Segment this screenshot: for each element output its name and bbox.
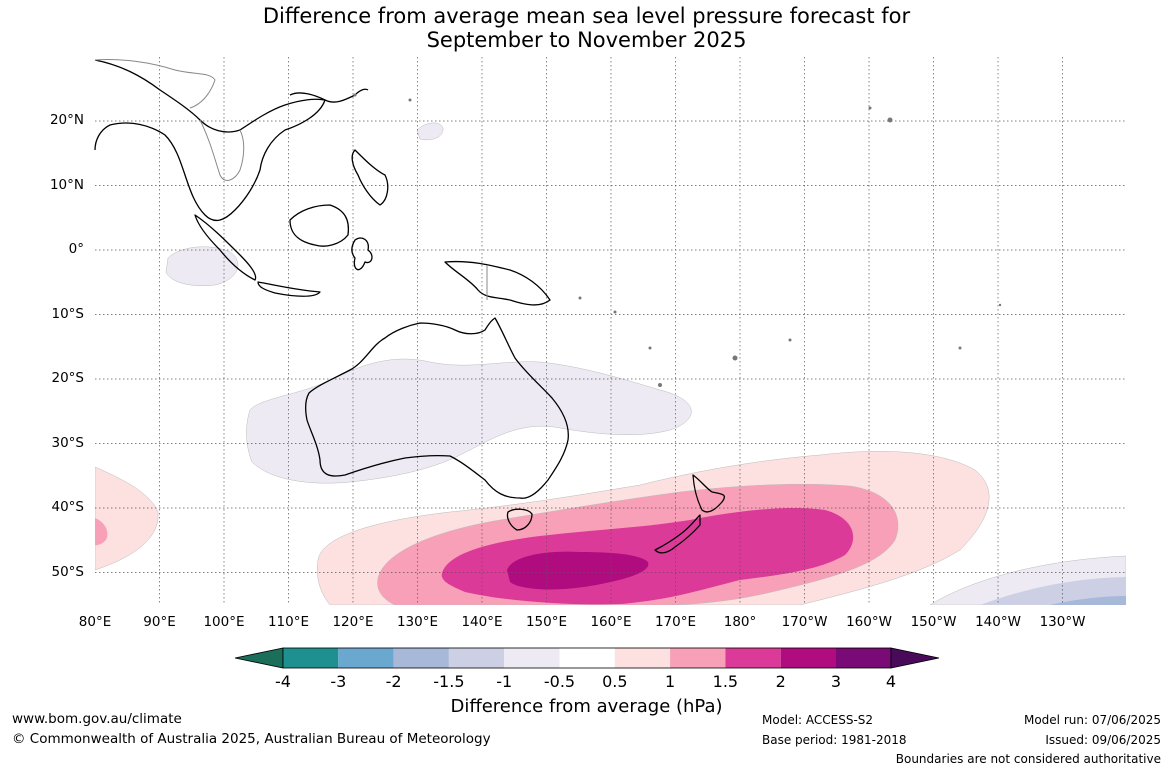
lat-label-10n: 10°N: [49, 177, 84, 193]
lon-label-170w: 170°W: [781, 614, 828, 630]
colorbar-tick: 1: [665, 672, 676, 691]
borneo-coastline: [289, 204, 350, 247]
lon-label-160e: 160°E: [590, 614, 632, 630]
map-title: Difference from average mean sea level p…: [0, 4, 1173, 52]
colorbar-tick: 3: [830, 672, 842, 691]
japan-coastline: [289, 88, 369, 103]
colorbar-bin-4: [448, 648, 505, 668]
colorbar-tick: -3: [330, 672, 347, 691]
new-guinea-coastline: [444, 260, 551, 306]
pressure-anomaly-fill: [95, 122, 1126, 605]
lon-label-180: 180°: [723, 614, 757, 630]
title-line-2: September to November 2025: [426, 28, 747, 52]
pacific-islands: [353, 93, 1002, 387]
lon-label-150e: 150°E: [525, 614, 568, 630]
philippines-coastline: [351, 149, 389, 206]
colorbar-bin-9: [725, 648, 781, 668]
lat-label-20s: 20°S: [51, 370, 85, 386]
colorbar-bin-1: [283, 648, 339, 668]
model-run-date: Model run: 07/06/2025: [1023, 713, 1161, 727]
anomaly-region-equator-low: [165, 246, 239, 286]
lon-label-140w: 140°W: [975, 614, 1021, 630]
lat-label-50s: 50°S: [51, 564, 85, 580]
graticule: [95, 57, 1126, 605]
title-line-1: Difference from average mean sea level p…: [262, 4, 911, 28]
colorbar-tick: 0.5: [602, 672, 628, 691]
copyright-text: © Commonwealth of Australia 2025, Austra…: [12, 731, 491, 747]
new-zealand-south-coastline: [654, 514, 701, 554]
colorbar-tick: 1.5: [712, 672, 739, 691]
lon-label-160w: 160°W: [846, 614, 892, 630]
lat-label-10s: 10°S: [51, 306, 85, 322]
anomaly-region-west-high-1: [95, 466, 159, 571]
colorbar-low-extension: [234, 647, 284, 669]
lat-label-20n: 20°N: [49, 112, 84, 128]
borders: [94, 59, 488, 300]
anomaly-region-north-low: [416, 122, 444, 141]
lon-label-120e: 120°E: [332, 614, 374, 630]
colorbar: [234, 647, 940, 669]
colorbar-bin-10: [780, 648, 836, 668]
southeast-asia-coastline: [94, 59, 326, 222]
colorbar-title: Difference from average (hPa): [450, 696, 723, 717]
colorbar-bin-5: [504, 648, 560, 668]
colorbar-tick: -0.5: [543, 672, 576, 691]
website-link[interactable]: www.bom.gov.au/climate: [12, 711, 182, 727]
colorbar-tick: -2: [385, 672, 402, 691]
lon-label-110e: 110°E: [267, 614, 310, 630]
java-coastline: [257, 281, 321, 297]
colorbar-bin-8: [670, 648, 726, 668]
colorbar-tick: -1: [496, 672, 513, 691]
lon-label-130e: 130°E: [396, 614, 439, 630]
new-zealand-north-coastline: [692, 474, 726, 513]
anomaly-region-australia-low: [246, 358, 692, 484]
boundaries-disclaimer: Boundaries are not considered authoritat…: [895, 752, 1161, 766]
lat-label-40s: 40°S: [51, 499, 85, 515]
colorbar-high-extension: [890, 647, 940, 669]
lon-label-100e: 100°E: [203, 614, 245, 630]
colorbar-bin-3: [393, 648, 449, 668]
tasmania-coastline: [506, 508, 533, 531]
colorbar-tick: 4: [885, 672, 897, 691]
colorbar-bin-6: [559, 648, 615, 668]
lon-label-90e: 90°E: [143, 614, 176, 630]
anomaly-region-west-high-2: [95, 518, 108, 546]
issued-date: Issued: 09/06/2025: [1045, 733, 1161, 747]
australia-coastline: [305, 317, 569, 499]
model-name: Model: ACCESS-S2: [762, 713, 874, 727]
colorbar-tick: -1.5: [433, 672, 465, 691]
anomaly-region-se-low-3: [1050, 596, 1126, 605]
sumatra-coastline: [194, 214, 257, 281]
lon-label-130w: 130°W: [1039, 614, 1086, 630]
lat-label-0: 0°: [68, 241, 84, 257]
base-period: Base period: 1981-2018: [762, 733, 907, 747]
colorbar-bin-7: [614, 648, 671, 668]
colorbar-tick: -4: [275, 672, 291, 691]
colorbar-bin-11: [836, 648, 891, 668]
sulawesi-coastline: [351, 237, 373, 271]
colorbar-tick: 2: [775, 672, 786, 691]
lon-label-80e: 80°E: [78, 614, 112, 630]
lon-label-140e: 140°E: [461, 614, 503, 630]
colorbar-bin-2: [338, 648, 394, 668]
anomaly-region-se-low-2: [980, 577, 1126, 605]
lon-label-150w: 150°W: [910, 614, 957, 630]
lon-label-170e: 170°E: [654, 614, 697, 630]
lat-label-30s: 30°S: [51, 435, 85, 451]
coastlines: [94, 59, 726, 554]
anomaly-region-tasman-high-4: [507, 551, 649, 590]
